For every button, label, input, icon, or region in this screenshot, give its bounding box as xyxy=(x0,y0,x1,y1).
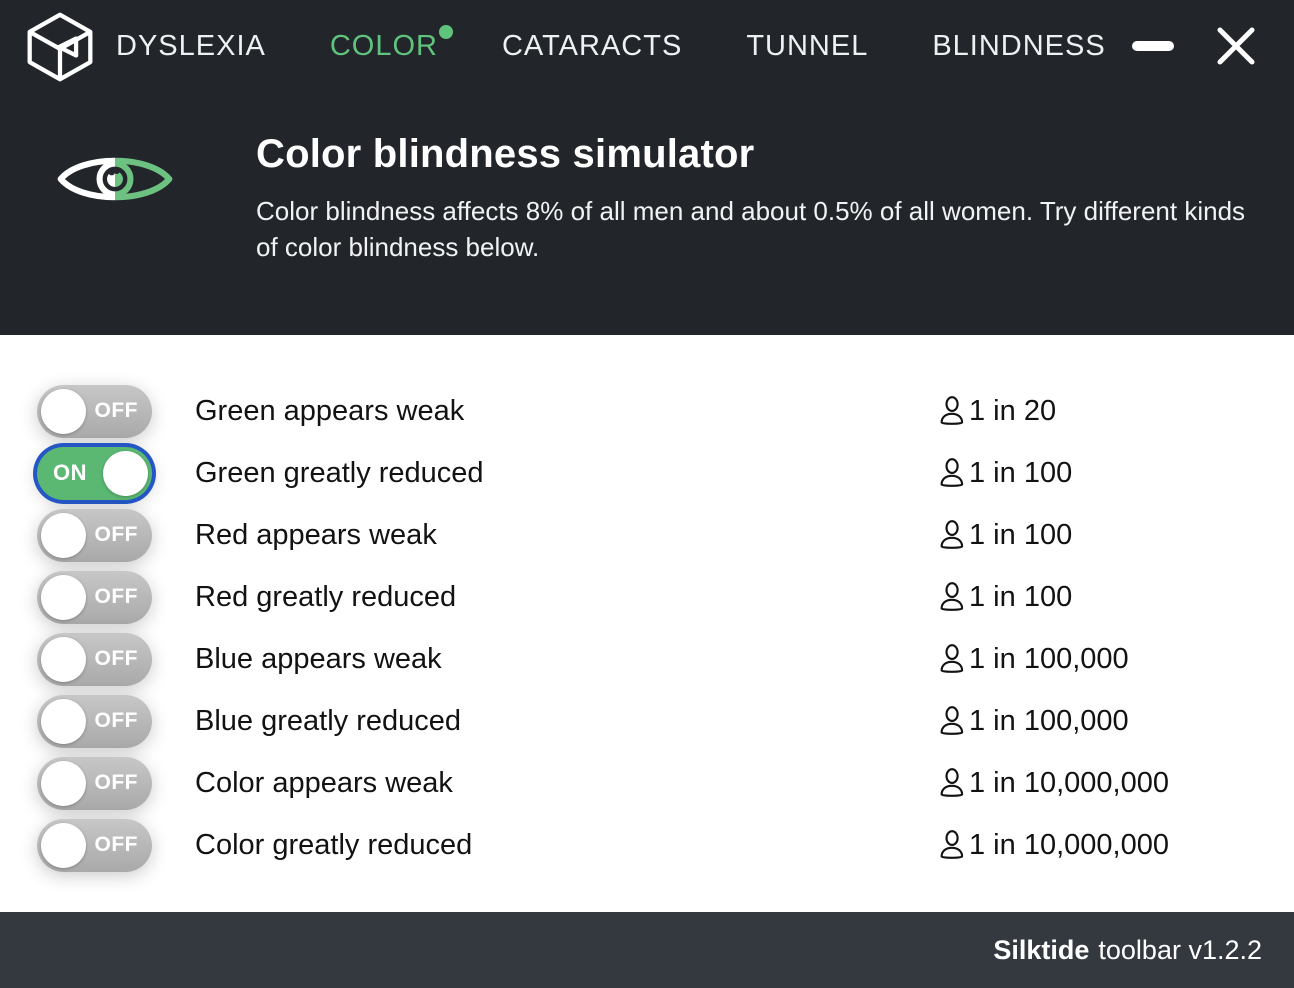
prevalence-value: 1 in 20 xyxy=(969,394,1057,427)
person-icon xyxy=(940,396,964,425)
page-title: Color blindness simulator xyxy=(256,132,755,176)
option-label: Green greatly reduced xyxy=(195,456,484,489)
prevalence-stat: 1 in 10,000,000 xyxy=(935,829,1294,862)
toolbar-nav: DYSLEXIA COLOR CATARACTS TUNNEL BLINDNES… xyxy=(0,0,1294,92)
toggle-state-label: OFF xyxy=(94,523,138,546)
option-row-red-greatly-reduced: OFF Red greatly reduced 1 in 100 xyxy=(0,566,1294,628)
minimize-icon xyxy=(1132,41,1174,51)
toggle-state-label: ON xyxy=(53,460,87,485)
toggle-knob xyxy=(41,636,86,682)
prevalence-value: 1 in 100,000 xyxy=(969,642,1129,675)
option-row-blue-greatly-reduced: OFF Blue greatly reduced 1 in 100,000 xyxy=(0,690,1294,752)
option-label: Green appears weak xyxy=(195,394,465,427)
hero-text: Color blindness simulator Color blindnes… xyxy=(256,98,1246,266)
option-label: Blue greatly reduced xyxy=(195,704,461,737)
prevalence-stat: 1 in 100 xyxy=(935,581,1294,614)
toggle-knob xyxy=(41,512,86,558)
toggle-state-label: OFF xyxy=(94,585,138,608)
prevalence-value: 1 in 100 xyxy=(969,456,1073,489)
close-button[interactable] xyxy=(1208,18,1264,74)
person-icon xyxy=(940,644,964,673)
prevalence-value: 1 in 100 xyxy=(969,580,1073,613)
prevalence-stat: 1 in 10,000,000 xyxy=(935,767,1294,800)
toggle-blue-appears-weak[interactable]: OFF xyxy=(37,632,152,686)
footer-version: toolbar v1.2.2 xyxy=(1098,934,1262,965)
tab-label: COLOR xyxy=(329,29,438,62)
page-description: Color blindness affects 8% of all men an… xyxy=(256,196,1246,263)
prevalence-value: 1 in 100,000 xyxy=(969,704,1129,737)
option-label: Color greatly reduced xyxy=(195,828,473,861)
option-label: Blue appears weak xyxy=(195,642,442,675)
toggle-red-appears-weak[interactable]: OFF xyxy=(37,508,152,562)
tab-color[interactable]: COLOR xyxy=(328,24,453,67)
person-icon xyxy=(940,520,964,549)
person-icon xyxy=(940,768,964,797)
silktide-logo-icon xyxy=(27,12,93,82)
option-row-green-greatly-reduced: ON Green greatly reduced 1 in 100 xyxy=(0,442,1294,504)
person-icon xyxy=(940,458,964,487)
nav-tabs: DYSLEXIA COLOR CATARACTS TUNNEL BLINDNES… xyxy=(114,24,1108,67)
toggle-state-label: OFF xyxy=(94,833,138,856)
toggle-state-label: OFF xyxy=(94,709,138,732)
toggle-knob xyxy=(41,822,86,868)
toggle-knob xyxy=(41,574,86,620)
prevalence-value: 1 in 100 xyxy=(969,518,1073,551)
prevalence-value: 1 in 10,000,000 xyxy=(969,766,1169,799)
toggle-state-label: OFF xyxy=(94,771,138,794)
toggle-knob xyxy=(41,760,86,806)
toggle-color-greatly-reduced[interactable]: OFF xyxy=(37,818,152,872)
tab-tunnel[interactable]: TUNNEL xyxy=(744,26,870,67)
simulation-options-list: OFF Green appears weak 1 in 20 ON Green … xyxy=(0,335,1294,912)
option-label: Red appears weak xyxy=(195,518,437,551)
prevalence-stat: 1 in 100 xyxy=(935,457,1294,490)
option-row-color-appears-weak: OFF Color appears weak 1 in 10,000,000 xyxy=(0,752,1294,814)
minimize-button[interactable] xyxy=(1126,35,1180,57)
option-row-red-appears-weak: OFF Red appears weak 1 in 100 xyxy=(0,504,1294,566)
footer-brand: Silktide xyxy=(993,934,1090,965)
close-icon xyxy=(1217,27,1255,65)
option-label: Color appears weak xyxy=(195,766,453,799)
tab-label: BLINDNESS xyxy=(932,29,1106,62)
toggle-state-label: OFF xyxy=(94,399,138,422)
toggle-knob xyxy=(103,450,148,496)
notification-dot xyxy=(438,24,453,39)
toggle-state-label: OFF xyxy=(94,647,138,670)
tab-cataracts[interactable]: CATARACTS xyxy=(500,26,684,67)
prevalence-stat: 1 in 100,000 xyxy=(935,705,1294,738)
tab-label: CATARACTS xyxy=(501,29,683,62)
header-section: DYSLEXIA COLOR CATARACTS TUNNEL BLINDNES… xyxy=(0,0,1294,335)
person-icon xyxy=(940,706,964,735)
person-icon xyxy=(940,582,964,611)
option-row-blue-appears-weak: OFF Blue appears weak 1 in 100,000 xyxy=(0,628,1294,690)
hero: Color blindness simulator Color blindnes… xyxy=(0,92,1294,266)
prevalence-stat: 1 in 20 xyxy=(935,395,1294,428)
prevalence-stat: 1 in 100,000 xyxy=(935,643,1294,676)
toggle-green-greatly-reduced[interactable]: ON xyxy=(37,446,152,500)
option-label: Red greatly reduced xyxy=(195,580,457,613)
tab-label: TUNNEL xyxy=(746,29,869,62)
color-blindness-eye-icon xyxy=(57,148,173,266)
tab-dyslexia[interactable]: DYSLEXIA xyxy=(114,26,268,67)
prevalence-value: 1 in 10,000,000 xyxy=(969,828,1169,861)
toggle-blue-greatly-reduced[interactable]: OFF xyxy=(37,694,152,748)
toggle-knob xyxy=(41,698,86,744)
tab-blindness[interactable]: BLINDNESS xyxy=(930,26,1107,67)
tab-label: DYSLEXIA xyxy=(116,29,266,62)
prevalence-stat: 1 in 100 xyxy=(935,519,1294,552)
option-row-color-greatly-reduced: OFF Color greatly reduced 1 in 10,000,00… xyxy=(0,814,1294,876)
toggle-green-appears-weak[interactable]: OFF xyxy=(37,384,152,438)
person-icon xyxy=(940,830,964,859)
toggle-color-appears-weak[interactable]: OFF xyxy=(37,756,152,810)
footer: Silktide toolbar v1.2.2 xyxy=(0,912,1294,988)
option-row-green-appears-weak: OFF Green appears weak 1 in 20 xyxy=(0,380,1294,442)
toggle-red-greatly-reduced[interactable]: OFF xyxy=(37,570,152,624)
toggle-knob xyxy=(41,388,86,434)
